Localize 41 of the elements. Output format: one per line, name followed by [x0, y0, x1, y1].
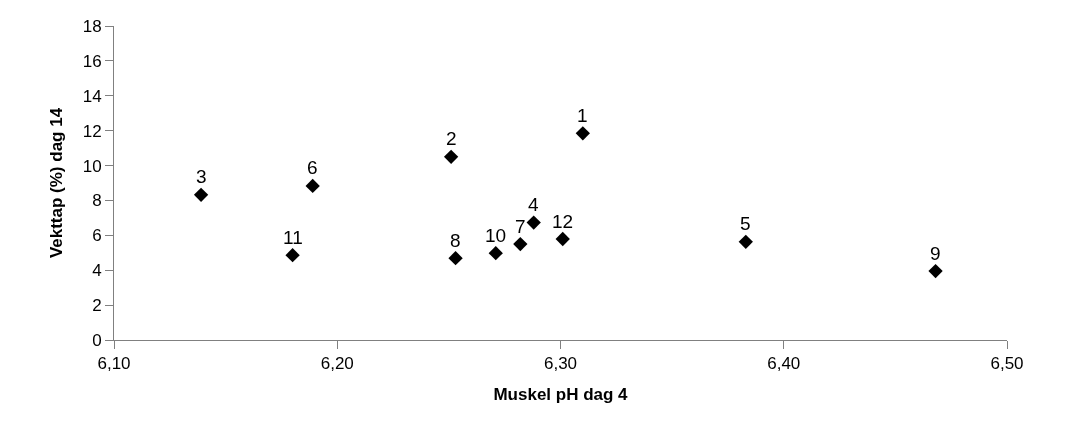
point — [555, 231, 570, 247]
annotation: 10 — [485, 225, 507, 246]
x-tick-label: 6,50 — [990, 354, 1024, 374]
y-tick-label: 14 — [82, 86, 102, 106]
annotation: 3 — [196, 166, 207, 187]
point — [448, 251, 463, 266]
annotation: 11 — [283, 227, 303, 248]
point — [738, 234, 753, 249]
annotation: 8 — [450, 230, 461, 251]
y-tick-label: 4 — [92, 261, 102, 281]
point — [513, 236, 528, 252]
annotation: 5 — [740, 213, 751, 234]
x-axis-title: Muskel pH dag 4 — [493, 384, 629, 404]
y-axis-title: Vekttap (%) dag 14 — [47, 107, 67, 259]
y-tick-label: 12 — [82, 121, 102, 141]
annotation: 4 — [528, 194, 539, 215]
y-tick-label: 8 — [92, 191, 102, 211]
x-tick-label: 6,30 — [543, 354, 578, 374]
annotation: 7 — [515, 216, 526, 237]
point — [488, 245, 503, 261]
annotation: 2 — [446, 128, 457, 149]
point — [193, 187, 209, 203]
point — [443, 149, 459, 164]
y-tick-label: 10 — [82, 156, 102, 176]
y-tick-label: 2 — [92, 296, 102, 316]
point — [285, 248, 300, 263]
y-tick-label: 6 — [92, 226, 102, 246]
x-tick-label: 6,10 — [97, 354, 131, 374]
point — [928, 263, 943, 279]
annotation: 12 — [552, 211, 574, 232]
annotation: 9 — [930, 243, 941, 264]
x-tick-label: 6,20 — [320, 354, 354, 374]
annotation: 6 — [307, 157, 318, 178]
y-tick-label: 0 — [92, 330, 102, 350]
annotation: 1 — [577, 105, 588, 126]
x-tick-label: 6,40 — [767, 354, 801, 374]
y-tick-label: 18 — [82, 16, 102, 36]
point — [575, 126, 590, 141]
point — [305, 178, 320, 194]
y-tick-label: 16 — [82, 51, 102, 71]
point — [526, 215, 541, 230]
